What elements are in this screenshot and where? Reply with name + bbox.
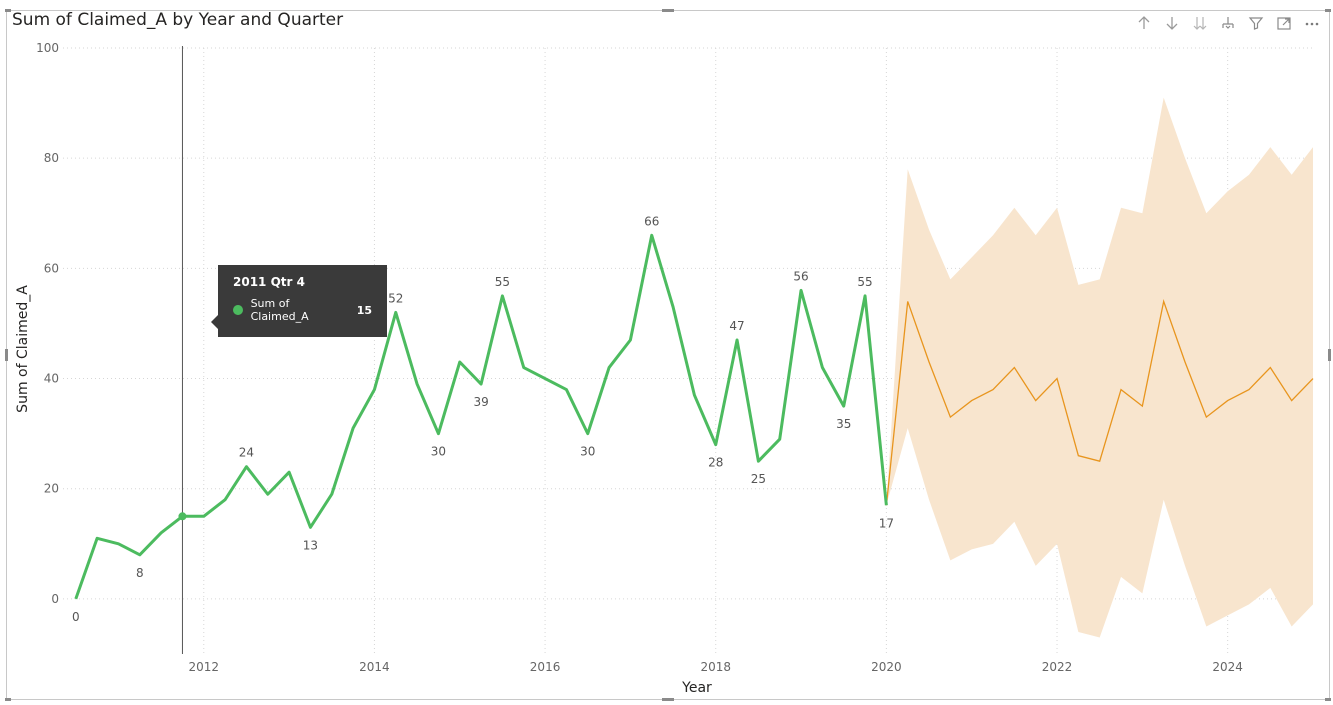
- data-label: 24: [239, 446, 254, 460]
- data-label: 30: [580, 445, 595, 459]
- forecast-line-group: [885, 298, 1314, 506]
- data-label: 52: [388, 291, 403, 305]
- forecast-line: [885, 298, 1314, 506]
- y-tick-label: 60: [44, 261, 59, 275]
- data-label: 35: [836, 417, 851, 431]
- confidence-band: [886, 97, 1313, 638]
- resize-handle-left[interactable]: [5, 349, 8, 361]
- more-options-icon[interactable]: [1301, 12, 1323, 34]
- tooltip-value: 15: [356, 303, 372, 317]
- actual-line: [74, 233, 888, 600]
- data-label: 55: [495, 275, 510, 289]
- drill-up-icon[interactable]: [1133, 12, 1155, 34]
- x-tick-label: 2016: [530, 660, 561, 674]
- data-label: 25: [751, 472, 766, 486]
- expand-hierarchy-icon[interactable]: [1217, 12, 1239, 34]
- resize-handle-top-left[interactable]: [5, 9, 11, 12]
- resize-handle-top-right[interactable]: [1325, 9, 1331, 12]
- data-label: 17: [879, 516, 894, 530]
- visual-header-toolbar: [1133, 12, 1323, 34]
- data-label: 0: [72, 610, 80, 624]
- series-color-dot: [233, 305, 243, 315]
- data-label: 47: [729, 319, 744, 333]
- actual-line-group: [74, 233, 888, 600]
- y-tick-label: 80: [44, 151, 59, 165]
- x-tick-label: 2018: [700, 660, 731, 674]
- x-tick-label: 2014: [359, 660, 390, 674]
- data-labels: 0 8 24 13 52 30 39 55 30 66 28 47 25 56 35 55 17: [72, 214, 894, 624]
- hover-point: [178, 512, 187, 521]
- x-tick-label: 2020: [871, 660, 902, 674]
- y-axis-label: Sum of Claimed_A: [15, 285, 31, 413]
- data-label: 39: [473, 395, 488, 409]
- chart-title: Sum of Claimed_A by Year and Quarter: [12, 10, 344, 30]
- hover-tooltip: 2011 Qtr 4 Sum of Claimed_A 15: [211, 265, 387, 337]
- forecast-confidence-band: [886, 97, 1313, 638]
- resize-handle-bottom-left[interactable]: [5, 698, 11, 701]
- filter-icon[interactable]: [1245, 12, 1267, 34]
- data-label: 66: [644, 214, 659, 228]
- data-label: 30: [431, 445, 446, 459]
- y-tick-label: 100: [36, 41, 59, 55]
- x-tick-label: 2024: [1212, 660, 1243, 674]
- y-tick-label: 20: [44, 482, 59, 496]
- data-label: 55: [857, 275, 872, 289]
- tooltip-series-name: Sum of Claimed_A: [250, 297, 309, 323]
- x-tick-label: 2022: [1042, 660, 1073, 674]
- data-label: 8: [136, 566, 144, 580]
- drill-down-icon[interactable]: [1161, 12, 1183, 34]
- tooltip-row: Sum of Claimed_A 15: [233, 297, 372, 323]
- resize-handle-right[interactable]: [1328, 349, 1331, 361]
- hover-crosshair-group: [178, 46, 187, 654]
- data-label: 28: [708, 456, 723, 470]
- resize-handle-top[interactable]: [662, 9, 674, 12]
- tooltip-title: 2011 Qtr 4: [233, 275, 305, 289]
- focus-mode-icon[interactable]: [1273, 12, 1295, 34]
- y-tick-label: 40: [44, 372, 59, 386]
- expand-all-icon[interactable]: [1189, 12, 1211, 34]
- data-label: 56: [793, 269, 808, 283]
- resize-handle-bottom-right[interactable]: [1325, 698, 1331, 701]
- resize-handle-bottom[interactable]: [662, 698, 674, 701]
- data-label: 13: [303, 538, 318, 552]
- y-tick-label: 0: [51, 592, 59, 606]
- x-axis-label: Year: [681, 680, 712, 696]
- x-tick-label: 2012: [189, 660, 220, 674]
